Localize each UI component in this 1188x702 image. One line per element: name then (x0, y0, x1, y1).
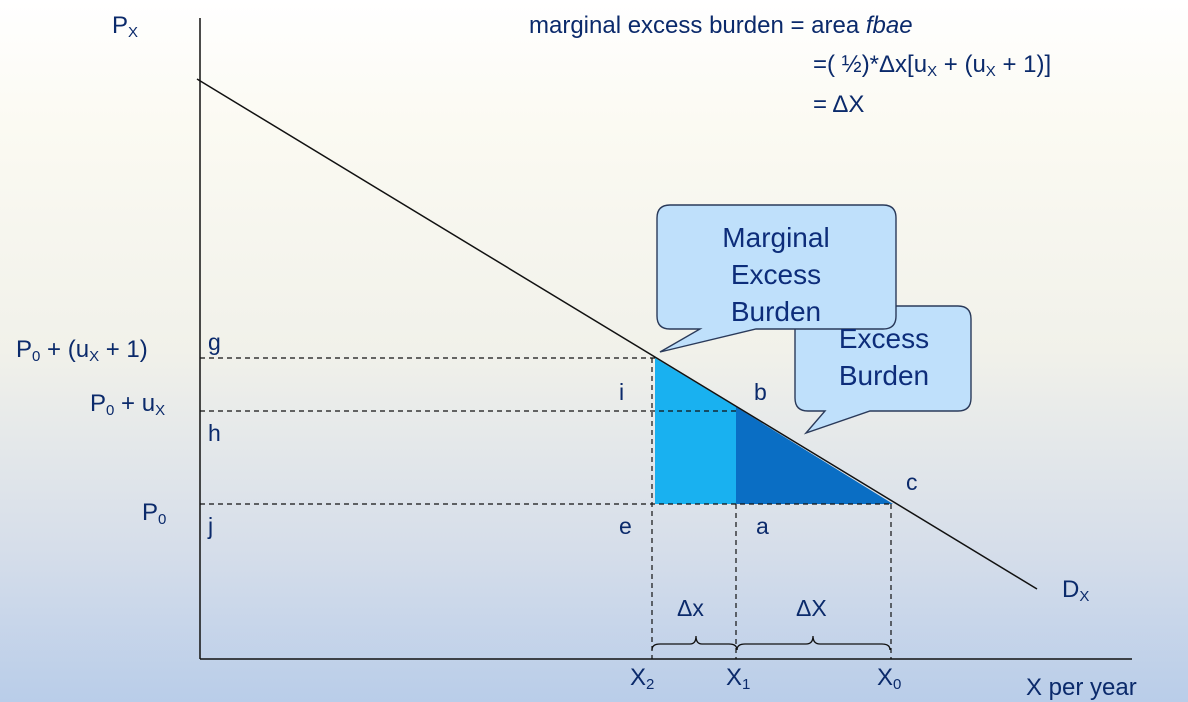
brace-label-small: Δx (677, 595, 704, 621)
brace-large (736, 635, 891, 651)
x-axis-label: X per year (1026, 674, 1137, 701)
point-label-g: g (208, 329, 221, 355)
marginal-excess-burden-callout-line: Burden (730, 296, 822, 327)
point-label-c: c (906, 469, 918, 495)
marginal-excess-burden-callout-text: Marginal Excess Burden (665, 219, 887, 330)
marginal-excess-burden-callout (656, 204, 897, 353)
point-label-j: j (208, 513, 214, 539)
excess-burden-area (736, 407, 893, 504)
y-axis-label: PX (112, 12, 139, 41)
quantity-label-x2: X2 (630, 664, 655, 693)
point-label-b: b (754, 379, 767, 405)
price-label-p0-ux1: P0 + (uX + 1) (16, 336, 148, 365)
price-label-p0-ux: P0 + uX (90, 390, 166, 419)
marginal-excess-burden-callout-line: Excess (730, 259, 822, 290)
excess-burden-callout-text: Excess Burden (810, 320, 958, 394)
formula-line-2: =( ½)*Δx[uX + (uX + 1)] (813, 51, 1052, 80)
point-label-e: e (619, 513, 632, 539)
brace-label-large: ΔX (796, 595, 827, 621)
quantity-label-x1: X1 (726, 664, 751, 693)
excess-burden-callout-line: Burden (838, 360, 930, 391)
excess-burden-callout-line: Excess (838, 323, 930, 354)
quantity-label-x0: X0 (877, 664, 902, 693)
marginal-excess-burden-callout-line: Marginal (722, 222, 830, 253)
point-label-h: h (208, 420, 221, 446)
point-label-i: i (619, 379, 625, 405)
price-label-p0: P0 (142, 499, 167, 528)
demand-curve (196, 78, 1038, 590)
point-label-a: a (756, 513, 769, 539)
marginal-excess-burden-area (655, 358, 736, 504)
demand-curve-label: DX (1062, 576, 1090, 605)
brace-small (651, 635, 738, 651)
formula-line-1: marginal excess burden = area fbae (529, 12, 913, 39)
formula-line-3: = ΔX (813, 91, 865, 118)
